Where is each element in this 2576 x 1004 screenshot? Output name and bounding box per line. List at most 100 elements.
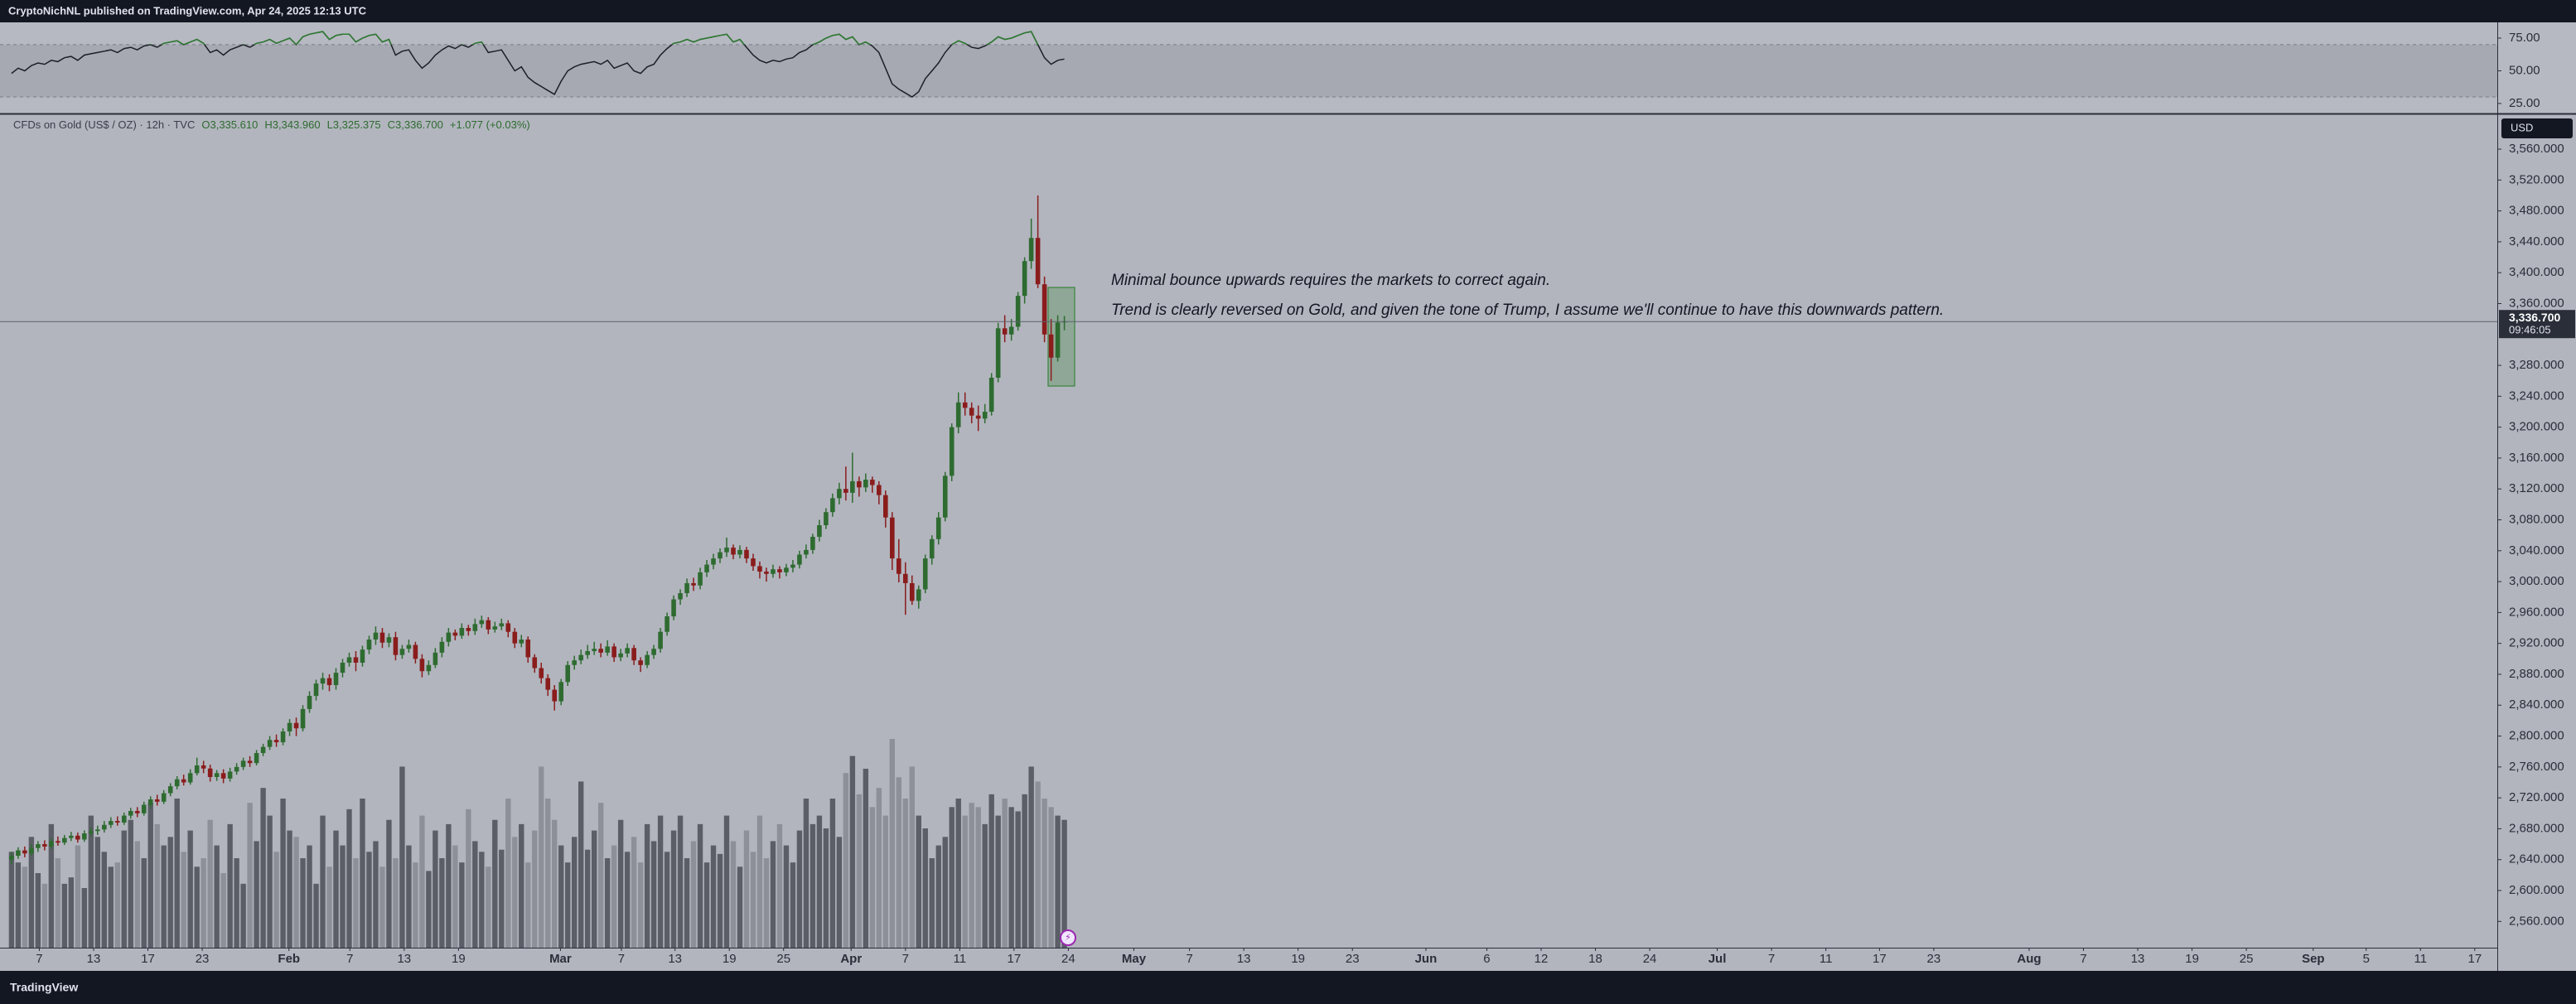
candle-body [95, 829, 100, 832]
candle-body [804, 549, 809, 555]
volume-bar [326, 866, 332, 948]
x-tick-label: Mar [549, 952, 572, 966]
volume-bar [637, 862, 644, 948]
candle-body [16, 850, 21, 857]
rsi-band [0, 44, 2497, 98]
candle-body [671, 599, 676, 617]
volume-bar [889, 739, 896, 948]
volume-bar [134, 841, 140, 948]
candle-body [942, 475, 948, 518]
x-tick-label: 13 [87, 952, 101, 966]
x-tick-label: 11 [1820, 952, 1833, 966]
x-tick-label: 19 [2185, 952, 2199, 966]
x-tick-label: 7 [618, 952, 625, 966]
volume-bar [187, 830, 193, 948]
volume-bar [386, 819, 392, 948]
candle-body [466, 628, 471, 631]
volume-bar [366, 852, 372, 948]
volume-bar [15, 862, 22, 948]
x-tick-label: 17 [2467, 952, 2482, 966]
volume-bar [823, 828, 829, 948]
candle-body [240, 760, 246, 767]
candle-body [578, 654, 583, 661]
volume-bar [796, 830, 803, 948]
y-tick-label: 3,440.000 [2509, 234, 2564, 249]
volume-bar [552, 819, 558, 948]
volume-bar [1042, 799, 1047, 948]
volume-bar [525, 862, 531, 948]
volume-bar [929, 858, 935, 948]
volume-bar [227, 823, 233, 948]
candle-body [519, 640, 524, 644]
candle-body [724, 548, 729, 553]
candle-body [731, 548, 736, 555]
countdown: 09:46:05 [2509, 324, 2551, 336]
volume-bar [234, 858, 239, 948]
y-tick-label: 2,680.000 [2509, 821, 2564, 835]
volume-bar [902, 799, 908, 948]
legend-value: +1.077 (+0.03%) [450, 118, 530, 131]
candle-body [784, 567, 789, 572]
candle-body [1008, 326, 1014, 335]
candle-body [75, 835, 80, 840]
currency: USD [2511, 121, 2533, 133]
volume-bar [147, 803, 153, 948]
candle-body [62, 837, 67, 843]
volume-bar [836, 837, 843, 948]
y-tick-label: 3,560.000 [2509, 142, 2564, 156]
candle-body [340, 662, 346, 673]
volume-bar [982, 823, 988, 948]
volume-bar [644, 823, 650, 948]
candle-body [1055, 322, 1061, 358]
volume-bar [254, 841, 259, 948]
candle-body [955, 402, 961, 427]
volume-bar [201, 858, 206, 948]
volume-bar [439, 858, 445, 948]
candle-body [227, 771, 233, 779]
volume-bar [459, 862, 465, 948]
candle-body [128, 810, 133, 816]
volume-bar [340, 845, 346, 948]
candle-body [194, 765, 200, 774]
candle-body [313, 683, 319, 697]
x-tick-label: 25 [776, 952, 790, 966]
x-tick-label: 23 [196, 952, 210, 966]
volume-bar [419, 815, 425, 948]
volume-bar [141, 858, 147, 948]
volume-bar [28, 837, 35, 948]
volume-bar [1048, 807, 1054, 948]
candle-body [1048, 334, 1054, 358]
rsi-tick-label: 75.00 [2509, 31, 2540, 45]
y-tick-label: 2,600.000 [2509, 883, 2564, 897]
candle-body [949, 427, 955, 476]
event-marker [1060, 929, 1076, 946]
x-tick-label: 7 [346, 952, 353, 966]
candle-body [658, 631, 663, 649]
candle-body [49, 841, 54, 847]
volume-bar [121, 830, 127, 948]
candle-body [545, 678, 551, 690]
volume-bar [717, 853, 723, 948]
volume-bar [8, 852, 15, 948]
candle-body [366, 640, 372, 650]
volume-bar [611, 845, 617, 948]
volume-bar [181, 852, 186, 948]
volume-bar [287, 830, 292, 948]
legend-value: L3,325.375 [327, 118, 381, 131]
candle-body [897, 558, 901, 574]
volume-bar [267, 815, 273, 948]
volume-bar [48, 823, 55, 948]
candle-body [101, 824, 107, 830]
candle-body [452, 632, 458, 636]
candle-body [141, 804, 147, 813]
volume-bar [247, 803, 253, 948]
volume-bar [743, 830, 750, 948]
volume-bar [472, 841, 478, 948]
volume-bar [68, 877, 75, 948]
candles [9, 195, 1067, 865]
candle-body [446, 632, 452, 642]
volume-bar [810, 823, 816, 948]
volume-bar [433, 830, 438, 948]
candle-body [353, 657, 359, 663]
